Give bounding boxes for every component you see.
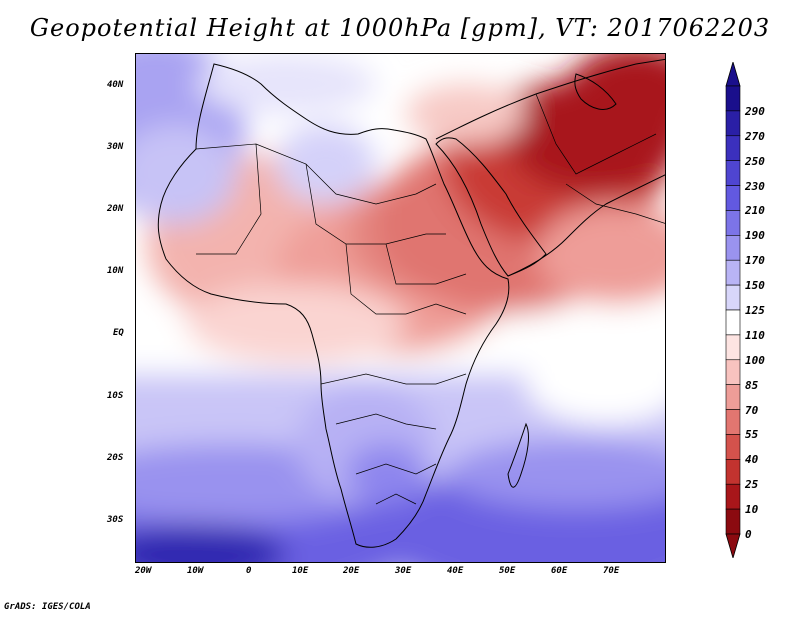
- colorbar-label: 125: [745, 304, 765, 317]
- lat-label-10s: 10S: [107, 391, 124, 401]
- colorbar-label: 55: [745, 428, 759, 442]
- colorbar-label: 100: [745, 353, 765, 367]
- colorbar-cell: [725, 359, 741, 385]
- colorbar-cell: [725, 434, 741, 460]
- colorbar-label: 190: [745, 229, 765, 243]
- lon-label-10e: 10E: [292, 566, 309, 576]
- lon-label-70e: 70E: [603, 566, 620, 576]
- lon-label-40e: 40E: [447, 566, 464, 576]
- lon-label-50e: 50E: [499, 566, 516, 576]
- colorbar-label: 85: [745, 378, 759, 392]
- lat-label-10n: 10N: [107, 266, 124, 276]
- lat-label-40n: 40N: [107, 80, 124, 90]
- colorbar-label: 250: [745, 154, 765, 168]
- colorbar-label: 230: [745, 179, 765, 193]
- colorbar-label: 170: [745, 254, 765, 268]
- colorbar-label: 0: [745, 528, 752, 541]
- lat-label-eq: EQ: [113, 328, 124, 338]
- colorbar-cell: [725, 110, 741, 137]
- colorbar-cell: [725, 309, 741, 336]
- colorbar-cell: [725, 135, 741, 161]
- colorbar-label: 10: [745, 503, 759, 517]
- colorbar-cell: [725, 210, 741, 236]
- colorbar-label: 150: [745, 279, 765, 293]
- lat-label-20n: 20N: [107, 204, 124, 214]
- chart-title: Geopotential Height at 1000hPa [gpm], VT…: [29, 14, 771, 42]
- colorbar-label: 70: [745, 403, 759, 417]
- colorbar-cell: [725, 284, 741, 311]
- colorbar-label: 40: [745, 453, 759, 467]
- map-plot-area: [135, 53, 666, 563]
- colorbar-cell: [725, 160, 741, 186]
- colorbar-bottom-arrow: [725, 533, 741, 558]
- lat-label-20s: 20S: [107, 453, 124, 463]
- lon-label-20w: 20W: [135, 566, 152, 576]
- lon-label-30e: 30E: [395, 566, 412, 576]
- colorbar: [725, 62, 741, 558]
- colorbar-cell: [725, 384, 741, 410]
- lon-label-10w: 10W: [187, 566, 204, 576]
- colorbar-label: 270: [745, 129, 765, 143]
- colorbar-cell: [725, 259, 741, 286]
- lon-label-0: 0: [246, 566, 252, 576]
- map-canvas: [136, 54, 665, 562]
- lat-label-30s: 30S: [107, 515, 124, 525]
- height-field: [136, 54, 665, 562]
- colorbar-cell: [725, 508, 741, 535]
- colorbar-label: 25: [745, 478, 759, 492]
- colorbar-cell: [725, 185, 741, 211]
- lat-label-30n: 30N: [107, 142, 124, 152]
- colorbar-cell: [725, 409, 741, 435]
- colorbar-cells: [725, 62, 741, 558]
- borders: [195, 93, 665, 505]
- colorbar-cell: [725, 235, 741, 261]
- colorbar-label: 210: [745, 204, 765, 218]
- colorbar-cell: [725, 334, 741, 361]
- lon-label-60e: 60E: [551, 566, 568, 576]
- grads-credit: GrADS: IGES/COLA: [4, 602, 91, 612]
- lon-label-20e: 20E: [343, 566, 360, 576]
- colorbar-cell: [725, 483, 741, 510]
- colorbar-label: 110: [745, 328, 765, 342]
- colorbar-top-arrow: [725, 62, 741, 87]
- colorbar-cell: [725, 85, 741, 112]
- colorbar-label: 290: [745, 104, 765, 118]
- colorbar-cell: [725, 459, 741, 485]
